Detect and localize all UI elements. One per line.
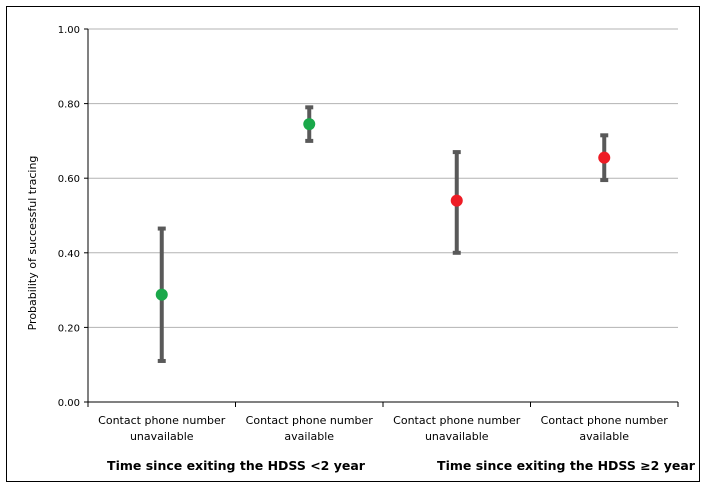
- y-tick-labels: 0.00 0.20 0.40 0.60 0.80 1.00: [58, 25, 80, 409]
- data-point: [303, 118, 316, 131]
- x-tick-label-line1: Contact phone number: [98, 414, 226, 427]
- x-tick-label-line2: available: [579, 430, 629, 443]
- y-tick-label: 0.00: [58, 398, 80, 409]
- x-tick-label-line1: Contact phone number: [246, 414, 374, 427]
- y-tick-label: 0.20: [58, 323, 80, 334]
- x-tick-label-line2: available: [284, 430, 334, 443]
- x-tick-labels: Contact phone number unavailable Contact p…: [98, 414, 668, 443]
- data-point: [155, 288, 168, 301]
- y-axis-label: Probability of successful tracing: [26, 156, 39, 331]
- x-tick-label-line1: Contact phone number: [541, 414, 669, 427]
- x-tick-label-line2: unavailable: [130, 430, 194, 443]
- x-tick-label-line2: unavailable: [425, 430, 489, 443]
- chart-frame: [6, 6, 700, 482]
- y-tick-label: 0.40: [58, 249, 80, 260]
- gridlines: [88, 28, 678, 328]
- data-point: [598, 151, 611, 164]
- y-tick-label: 1.00: [58, 25, 80, 36]
- group-label-ge2: Time since exiting the HDSS ≥2 year: [437, 458, 696, 473]
- y-tick-label: 0.60: [58, 174, 80, 185]
- axes: [84, 28, 679, 407]
- group-label-lt2: Time since exiting the HDSS <2 year: [107, 458, 366, 473]
- y-tick-label: 0.80: [58, 100, 80, 111]
- x-tick-label-line1: Contact phone number: [393, 414, 521, 427]
- data-point: [450, 194, 463, 207]
- data-marks: [155, 105, 611, 363]
